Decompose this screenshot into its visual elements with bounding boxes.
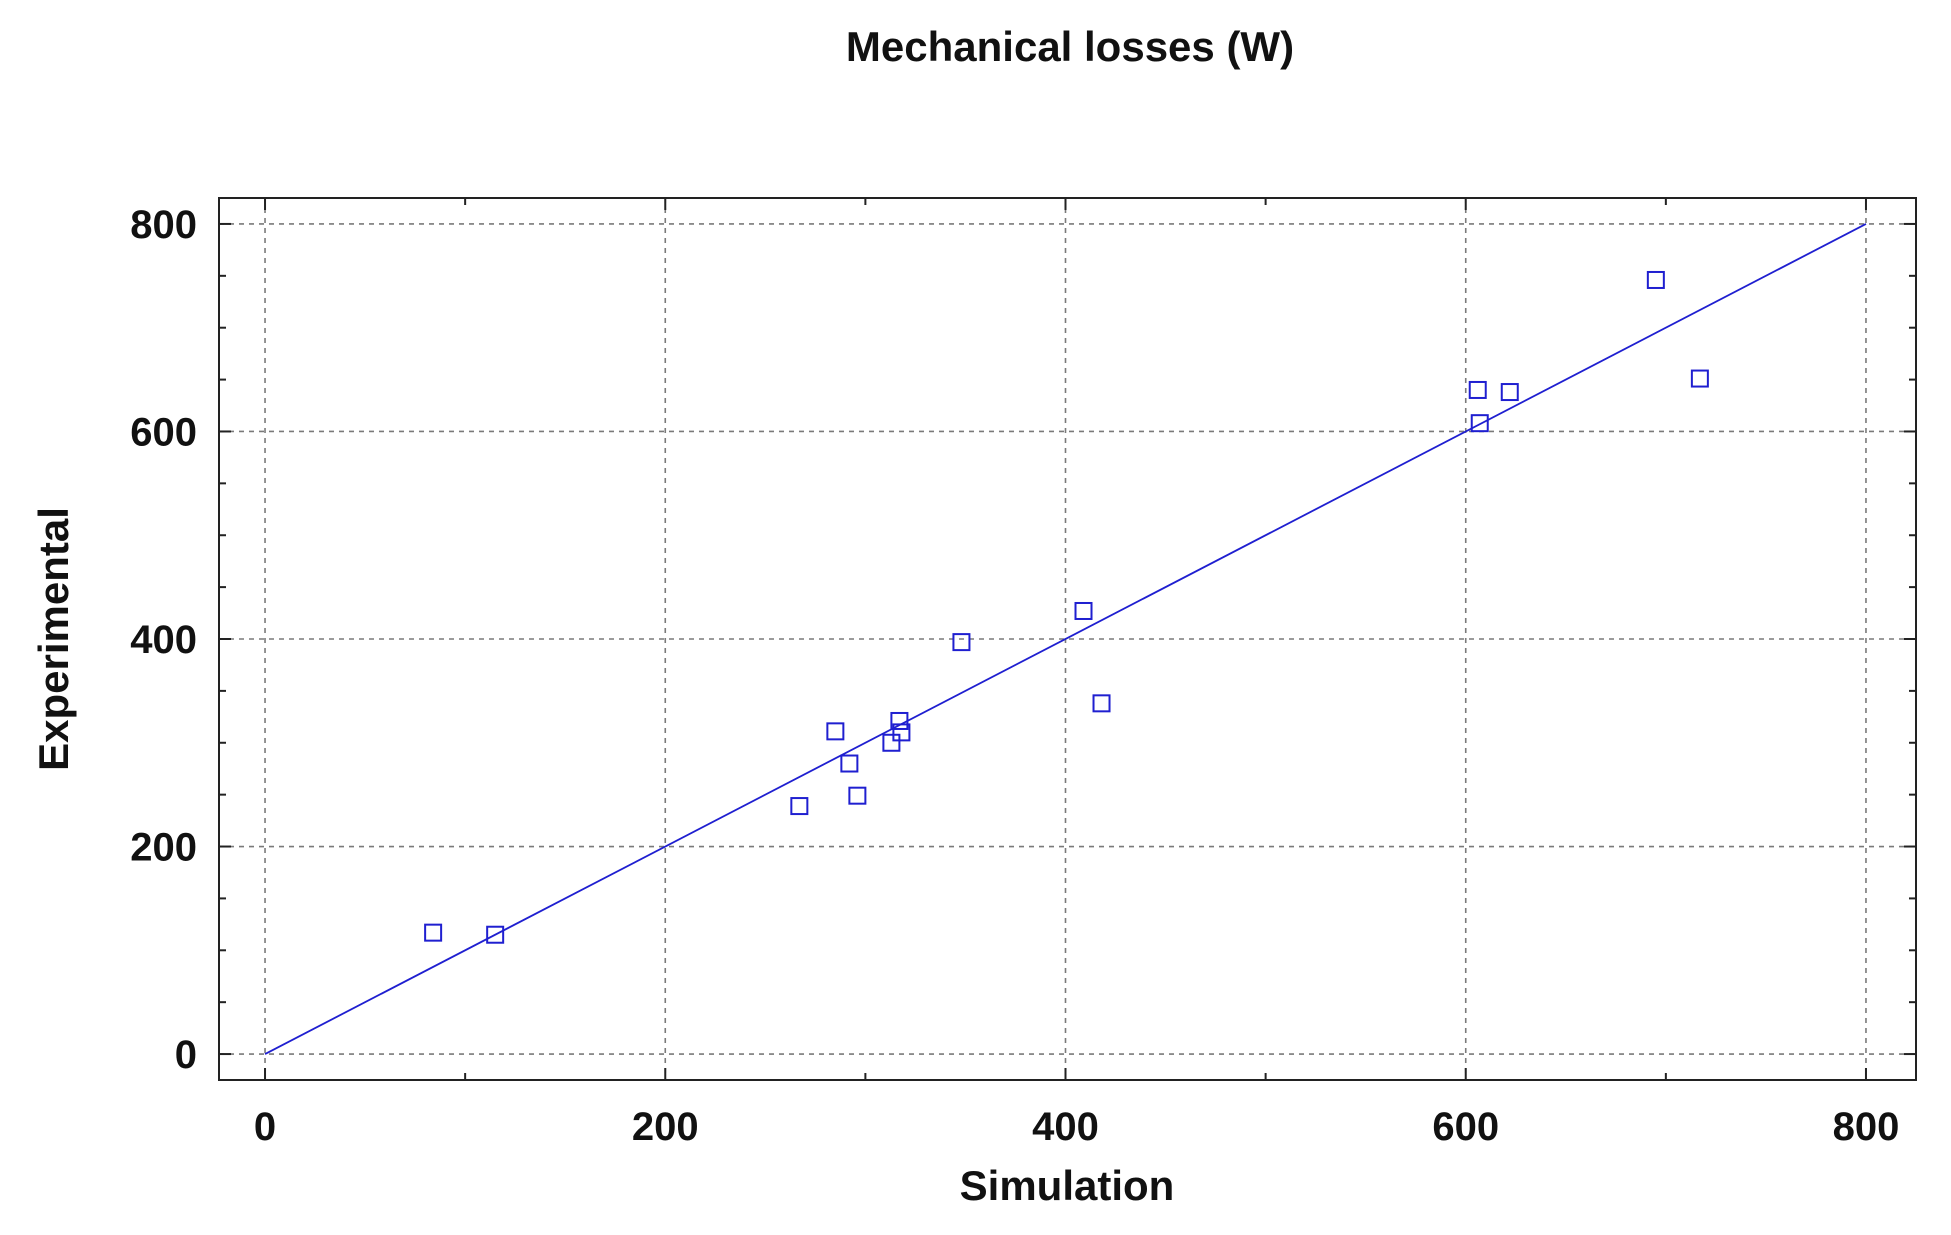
data-point-8: [892, 723, 911, 742]
minor-tick-marks: [219, 198, 1916, 1080]
data-point-14: [1500, 383, 1519, 402]
x-tick-label-4: 800: [1833, 1105, 1900, 1149]
data-point-0: [424, 923, 443, 942]
x-tick-label-2: 400: [1032, 1105, 1099, 1149]
data-point-7: [890, 711, 909, 730]
plot-frame: [218, 197, 1917, 1081]
grid-lines: [219, 198, 1916, 1080]
data-point-1: [486, 925, 505, 944]
x-tick-label-0: 0: [254, 1105, 276, 1149]
data-point-3: [826, 722, 845, 741]
data-point-4: [840, 754, 859, 773]
y-tick-label-4: 800: [130, 203, 197, 247]
data-point-12: [1468, 380, 1487, 399]
y-axis-label: Experimental: [30, 507, 77, 771]
data-point-2: [790, 797, 809, 816]
data-point-16: [1690, 369, 1709, 388]
reference-line: [264, 223, 1867, 1055]
data-point-5: [848, 786, 867, 805]
x-tick-label-1: 200: [632, 1105, 699, 1149]
data-point-11: [1092, 694, 1111, 713]
y-tick-label-1: 200: [130, 826, 197, 870]
data-point-9: [952, 633, 971, 652]
y-tick-label-3: 600: [130, 410, 197, 454]
y-tick-label-0: 0: [175, 1033, 197, 1077]
x-axis-label: Simulation: [960, 1162, 1175, 1209]
data-point-13: [1470, 414, 1489, 433]
data-point-15: [1646, 270, 1665, 289]
y-tick-label-2: 400: [130, 618, 197, 662]
x-axis-tick-labels: 0 200 400 600 800: [254, 1105, 1899, 1149]
data-points: [424, 270, 1709, 944]
data-point-10: [1074, 601, 1093, 620]
x-tick-label-3: 600: [1432, 1105, 1499, 1149]
y-axis-tick-labels: 0 200 400 600 800: [130, 203, 197, 1077]
chart-title: Mechanical losses (W): [846, 23, 1294, 70]
data-point-6: [882, 733, 901, 752]
